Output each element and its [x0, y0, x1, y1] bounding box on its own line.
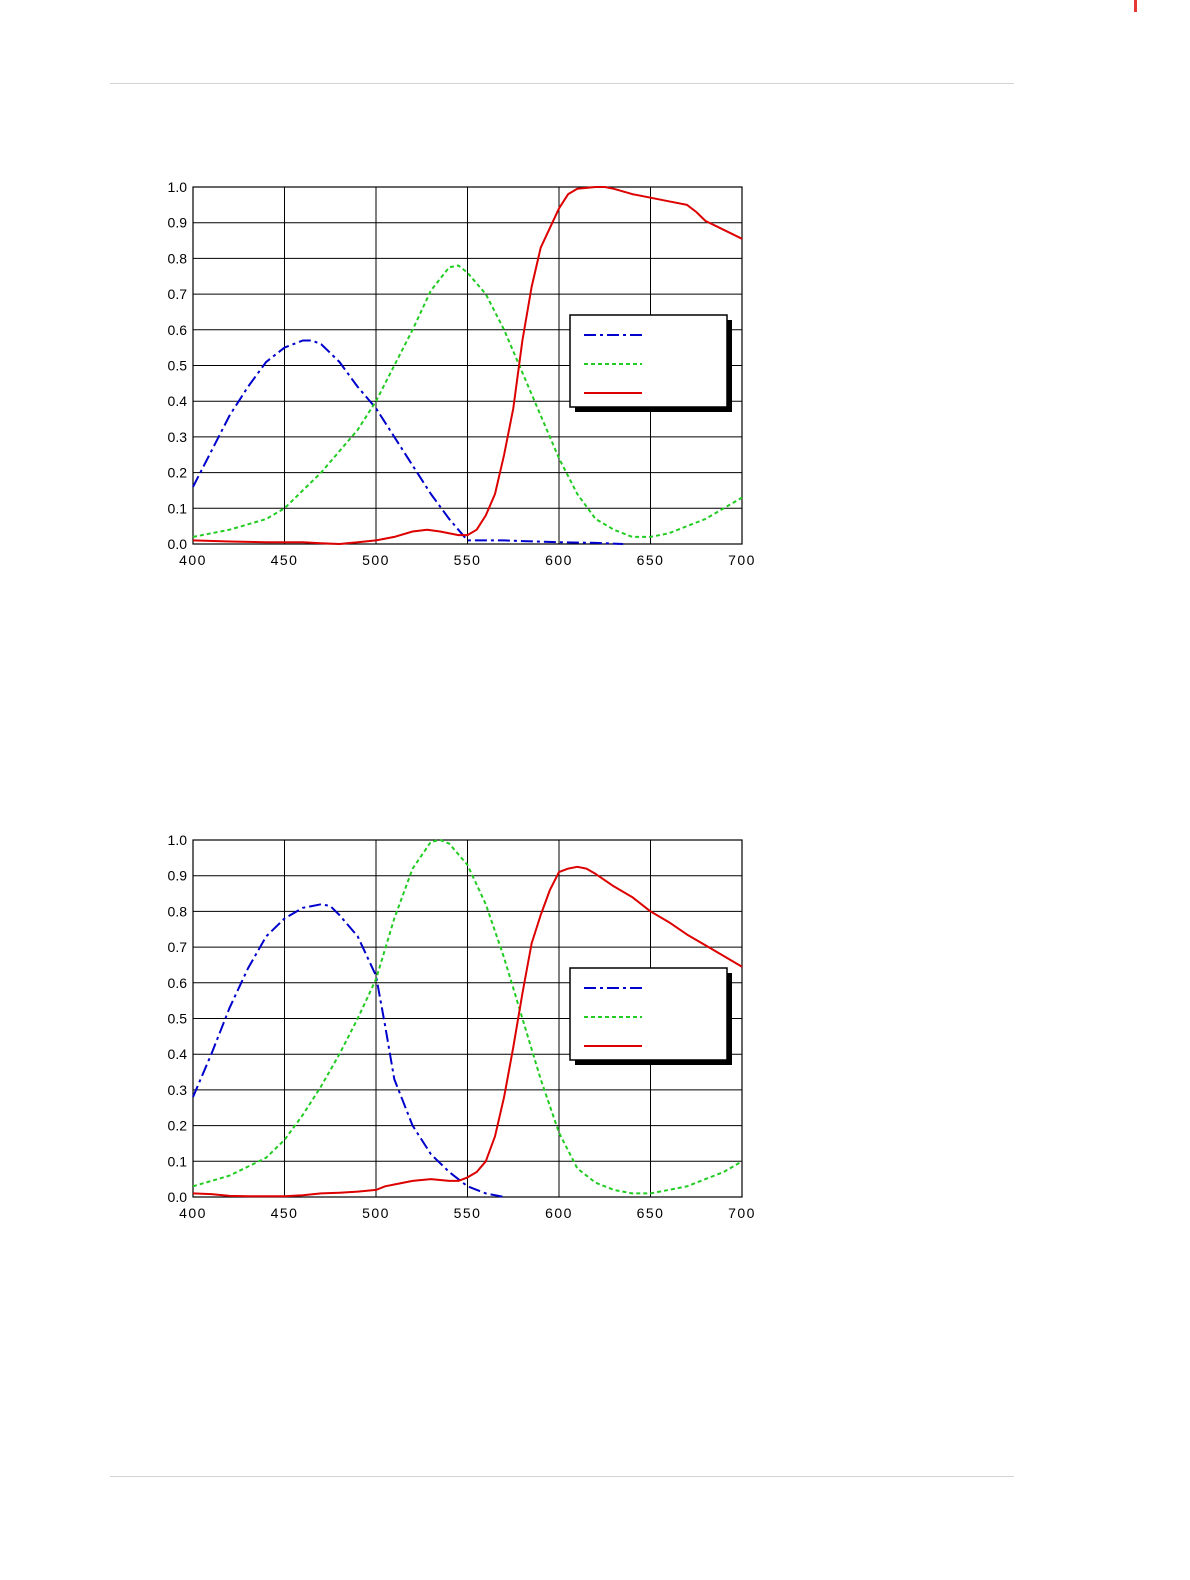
y-tick-label: 0.3: [168, 429, 188, 445]
x-tick-label: 600: [545, 552, 573, 568]
chart-svg: 400 450 500 550 600 650 700 0.0 0.1 0.2 0.3 0.4 0.5 0…: [168, 832, 756, 1221]
y-tick-label: 0.9: [168, 215, 188, 231]
x-tick-label: 700: [728, 1205, 756, 1221]
y-tick-label: 1.0: [168, 179, 188, 195]
y-tick-label: 0.4: [168, 393, 188, 409]
header-rule: [110, 83, 1014, 84]
y-tick-label: 0.0: [168, 536, 188, 552]
spectral-response-chart-2: 400 450 500 550 600 650 700 0.0 0.1 0.2 0.3 0.4 0.5 0…: [150, 823, 780, 1233]
series-line-2: [192, 186, 743, 545]
plot-frame: [192, 186, 743, 545]
x-tick-label: 600: [545, 1205, 573, 1221]
x-tick-label: 700: [728, 552, 756, 568]
y-tick-label: 0.9: [168, 868, 188, 884]
y-tick-label: 0.2: [168, 1118, 188, 1134]
chart-svg: 400 450 500 550 600 650 700 0.0 0.1 0.2 0.3 0.4 0.5 0…: [168, 179, 756, 568]
y-tick-label: 0.4: [168, 1046, 188, 1062]
y-tick-label: 0.8: [168, 903, 188, 919]
y-tick-label: 0.1: [168, 500, 188, 516]
y-tick-label: 0.3: [168, 1082, 188, 1098]
legend: [569, 967, 732, 1065]
y-tick-label: 0.1: [168, 1153, 188, 1169]
x-tick-label: 650: [637, 552, 665, 568]
x-tick-label: 550: [454, 1205, 482, 1221]
x-tick-label: 500: [362, 1205, 390, 1221]
y-tick-label: 0.7: [168, 939, 188, 955]
legend-box: [569, 967, 728, 1061]
series-line-2: [192, 865, 743, 1198]
series-line-0: [192, 903, 505, 1198]
series-line-1: [192, 839, 743, 1195]
page-edge-mark: [1134, 0, 1137, 12]
x-tick-label: 400: [179, 1205, 207, 1221]
x-tick-label: 650: [637, 1205, 665, 1221]
y-tick-label: 0.7: [168, 286, 188, 302]
series-line-1: [192, 264, 743, 538]
y-tick-label: 0.2: [168, 465, 188, 481]
x-tick-label: 450: [271, 1205, 299, 1221]
x-tick-label: 400: [179, 552, 207, 568]
x-tick-label: 500: [362, 552, 390, 568]
y-tick-label: 0.8: [168, 250, 188, 266]
y-tick-label: 1.0: [168, 832, 188, 848]
plot-frame: [192, 839, 743, 1198]
legend: [569, 314, 732, 412]
y-tick-label: 0.6: [168, 322, 188, 338]
y-tick-label: 0.5: [168, 358, 188, 374]
spectral-response-chart-1: 400 450 500 550 600 650 700 0.0 0.1 0.2 0.3 0.4 0.5 0…: [150, 170, 780, 580]
y-tick-label: 0.6: [168, 975, 188, 991]
footer-rule: [110, 1476, 1014, 1477]
x-tick-label: 550: [454, 552, 482, 568]
legend-box: [569, 314, 728, 408]
y-tick-label: 0.5: [168, 1011, 188, 1027]
x-tick-label: 450: [271, 552, 299, 568]
y-tick-label: 0.0: [168, 1189, 188, 1205]
